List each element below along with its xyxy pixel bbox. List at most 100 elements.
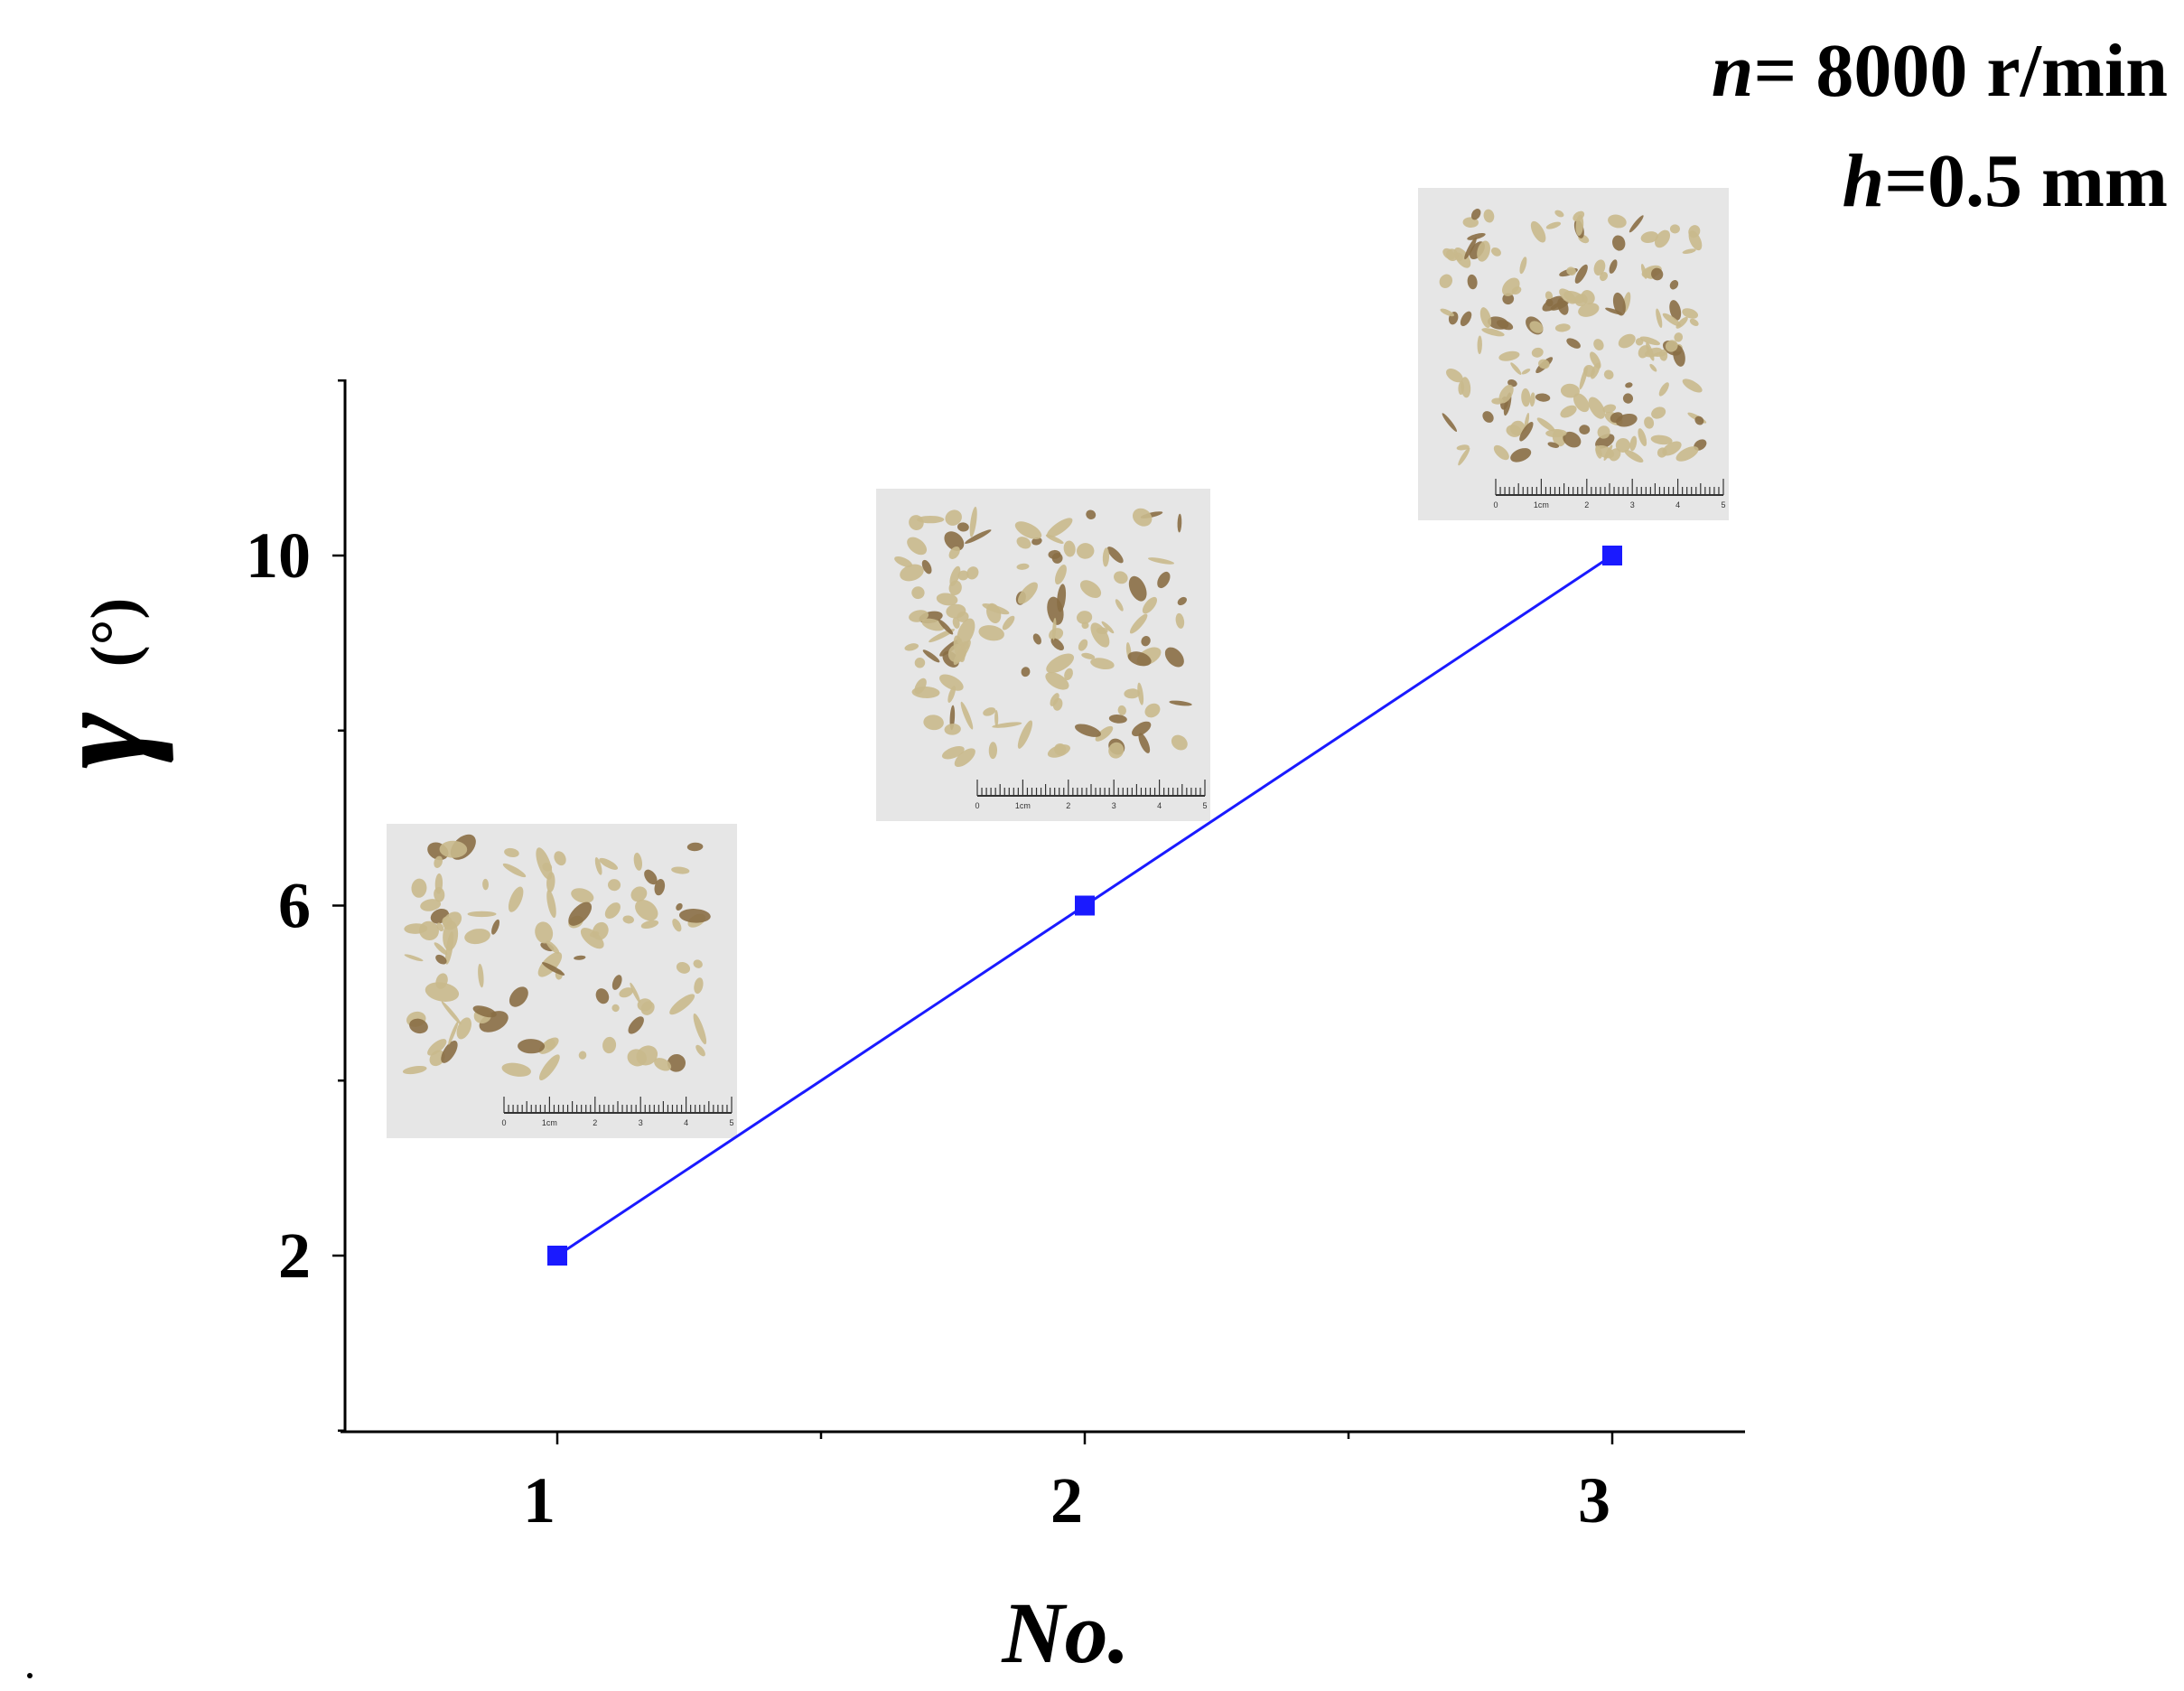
- chip-fragment: [630, 982, 640, 1004]
- chip-fragment: [667, 1054, 686, 1072]
- chip-fragment: [992, 722, 1022, 728]
- chip-fragment: [418, 920, 439, 941]
- ruler-label: 2: [1066, 801, 1070, 810]
- chip-fragment: [1545, 298, 1554, 307]
- chip-fragment: [644, 869, 658, 885]
- chip-fragment: [1547, 442, 1560, 448]
- chip-fragment: [1651, 267, 1664, 281]
- ruler-label: 0: [501, 1118, 506, 1127]
- chip-fragment: [1052, 697, 1063, 711]
- chip-fragment: [1483, 209, 1495, 223]
- chip-fragment: [1612, 235, 1626, 251]
- chip-fragment: [1046, 518, 1073, 538]
- chip-fragment: [1602, 404, 1617, 414]
- chip-fragment: [482, 878, 490, 891]
- chip-fragment: [425, 982, 460, 1002]
- y-tick-label: 6: [278, 870, 311, 942]
- ruler-label: 1cm: [1015, 801, 1031, 810]
- chip-fragment: [1164, 647, 1184, 668]
- chip-fragment: [599, 857, 619, 870]
- chip-fragment: [1458, 381, 1465, 396]
- chip-fragment: [448, 1021, 459, 1045]
- chip-fragment: [982, 603, 1010, 615]
- chip-fragment: [988, 742, 998, 760]
- chip-fragment: [441, 1041, 458, 1063]
- chip-fragment: [676, 961, 691, 974]
- chip-fragment: [1554, 210, 1564, 218]
- chip-fragment: [434, 855, 443, 868]
- chip-fragment: [602, 1036, 617, 1054]
- chip-fragment: [501, 1062, 531, 1077]
- chip-fragment: [1536, 417, 1555, 432]
- chip-fragment: [1535, 393, 1551, 402]
- chip-fragment: [1177, 513, 1182, 533]
- chip-fragment: [957, 522, 969, 532]
- chip-fragment: [1600, 272, 1609, 282]
- chip-fragment: [1605, 307, 1623, 315]
- x-tick-label: 3: [1578, 1464, 1610, 1537]
- depth-value: =0.5 mm: [1884, 139, 2168, 223]
- chip-fragment: [1538, 359, 1550, 369]
- chip-fragment: [1124, 688, 1141, 699]
- chip-fragment: [1052, 617, 1057, 640]
- chip-fragment: [1017, 582, 1038, 604]
- chip-fragment: [1675, 446, 1699, 462]
- chip-fragment: [1446, 369, 1463, 383]
- chip-fragment: [1102, 547, 1110, 567]
- chip-fragment: [518, 1039, 546, 1054]
- ruler-label: 0: [1493, 500, 1498, 509]
- chip-fragment: [1128, 575, 1147, 602]
- chip-fragment: [1673, 344, 1685, 367]
- chip-fragment: [1629, 435, 1638, 452]
- chip-fragment: [1479, 307, 1492, 328]
- chip-fragment: [434, 942, 448, 956]
- chip-fragment: [693, 959, 703, 968]
- chip-fragment: [595, 988, 610, 1004]
- chip-fragment: [441, 1001, 462, 1025]
- chip-fragment: [1669, 224, 1680, 234]
- chip-fragment: [1114, 571, 1128, 584]
- chip-fragment: [1057, 584, 1067, 612]
- chip-fragment: [969, 506, 977, 537]
- chip-fragment: [1464, 237, 1477, 260]
- chip-fragment: [1529, 321, 1544, 333]
- chip-fragment: [1579, 425, 1591, 434]
- chip-fragment: [1665, 340, 1678, 352]
- chip-fragment: [509, 986, 528, 1007]
- chip-fragment: [439, 840, 468, 858]
- chip-fragment: [1521, 369, 1531, 375]
- chip-fragment: [1144, 703, 1161, 718]
- chip-fragment: [1032, 633, 1041, 645]
- chip-fragment: [464, 929, 490, 945]
- speed-symbol: n: [1711, 29, 1754, 113]
- chip-fragment: [1078, 639, 1088, 651]
- chip-fragment: [1545, 429, 1567, 438]
- chip-fragment: [1108, 742, 1125, 759]
- chip-fragment: [504, 847, 519, 858]
- chip-fragment: [436, 922, 444, 932]
- chip-fragment: [914, 657, 926, 668]
- chip-fragment: [1531, 347, 1544, 358]
- chip-fragment: [960, 701, 974, 730]
- chip-fragment: [1650, 434, 1673, 445]
- chip-fragment: [909, 515, 924, 530]
- chip-fragment: [619, 987, 633, 998]
- chip-fragment: [1610, 412, 1623, 423]
- chip-fragment: [580, 928, 604, 949]
- x-tick-label: 2: [1050, 1464, 1083, 1537]
- ruler-label: 4: [1157, 801, 1162, 810]
- chip-fragment: [546, 872, 555, 892]
- chip-fragment: [1603, 369, 1614, 379]
- ruler-label: 5: [729, 1118, 733, 1127]
- chip-fragment: [1669, 280, 1679, 290]
- x-axis-title: No.: [1001, 1584, 1129, 1681]
- chip-fragment: [1090, 658, 1115, 670]
- chip-fragment: [628, 1016, 644, 1034]
- chip-fragment: [1682, 248, 1696, 255]
- chip-fragment: [954, 748, 975, 768]
- chip-fragment: [1651, 406, 1666, 419]
- chip-fragment: [1460, 311, 1472, 327]
- chip-fragment: [1046, 653, 1075, 674]
- chip-fragment: [923, 715, 944, 731]
